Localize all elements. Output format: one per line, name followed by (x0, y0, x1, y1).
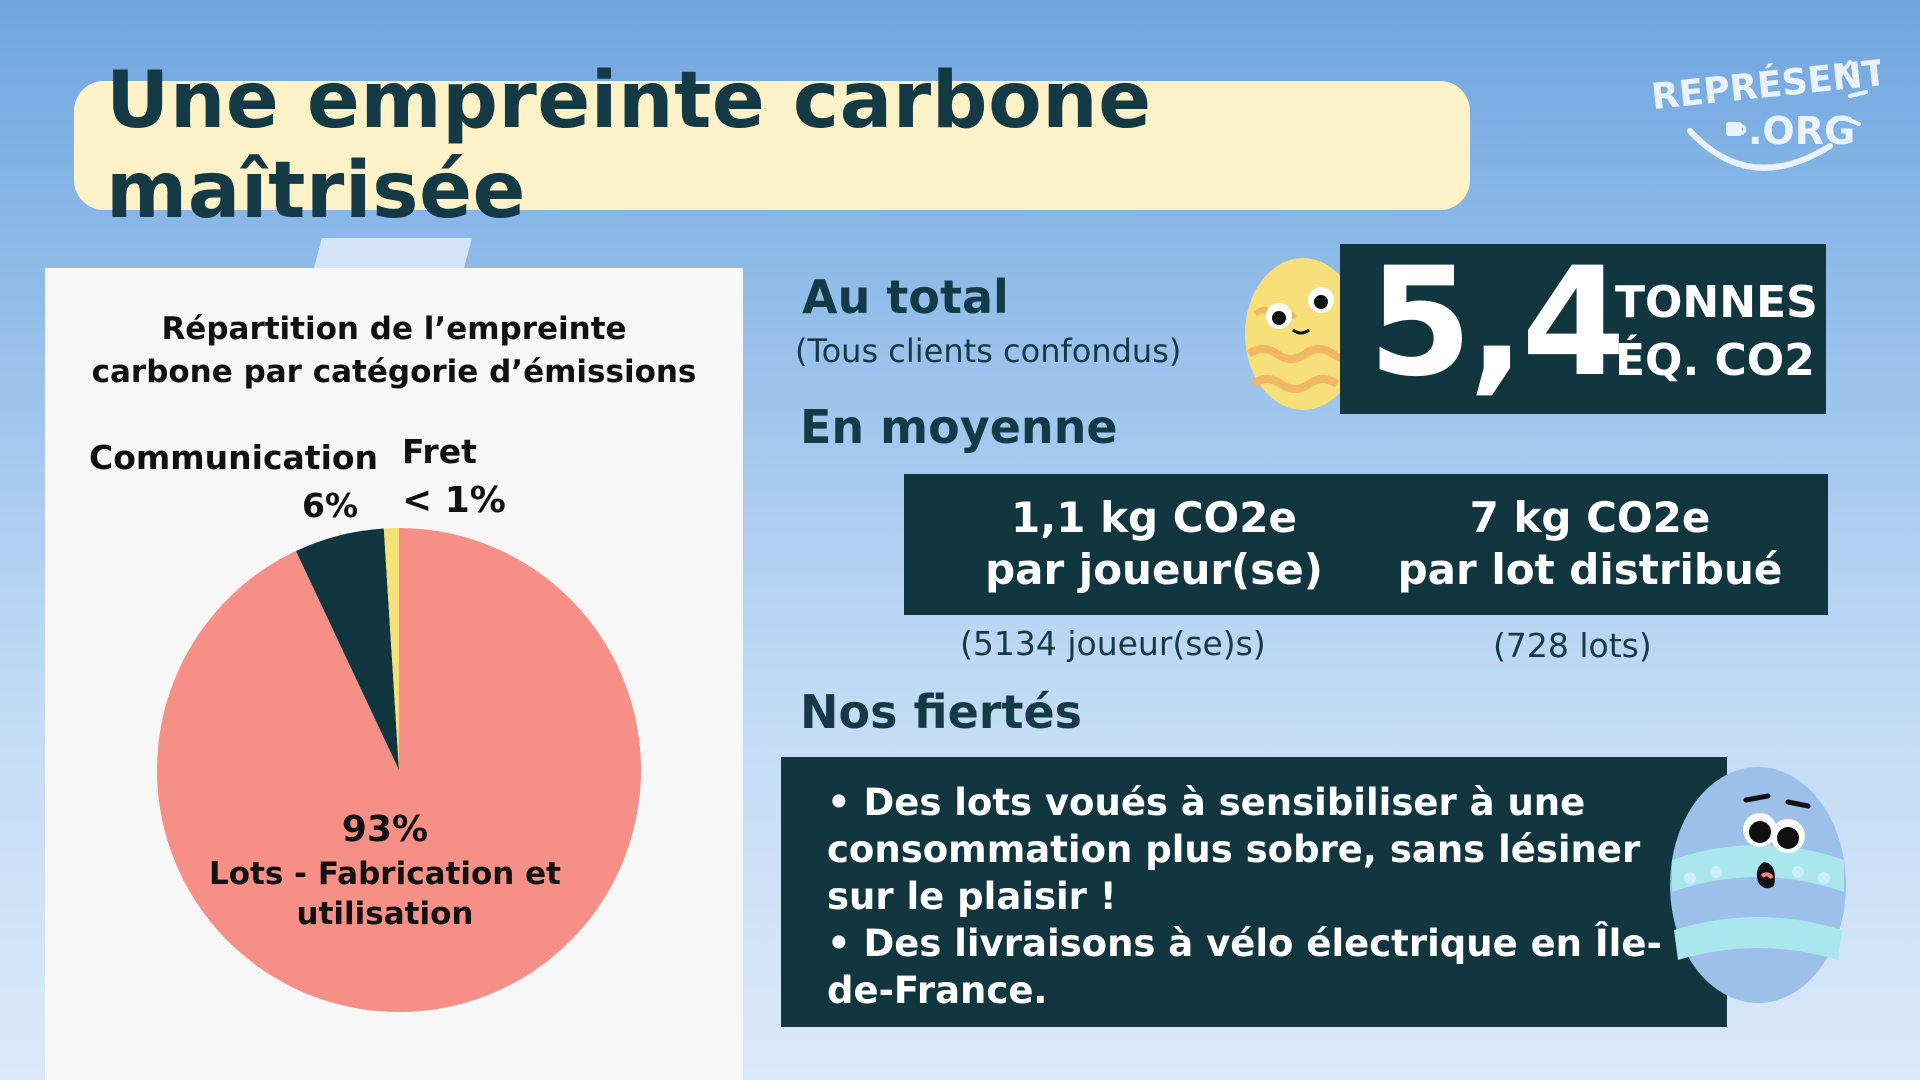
average-heading: En moyenne (800, 400, 1118, 454)
average-per-lot: 7 kg CO2e par lot distribué (1370, 492, 1810, 596)
label-communication-name: Communication (89, 438, 379, 477)
total-value: 5,4 (1368, 236, 1626, 410)
average-per-player-label: par joueur(se) (985, 545, 1323, 594)
average-per-player: 1,1 kg CO2e par joueur(se) (934, 492, 1374, 596)
total-unit-line-2: ÉQ. CO2 (1615, 335, 1815, 386)
average-per-lot-value: 7 kg CO2e (1469, 493, 1711, 542)
coffee-cup-icon (1726, 122, 1747, 136)
chart-title-line-2: carbone par catégorie d’émissions (91, 354, 697, 390)
average-per-lot-label: par lot distribué (1397, 545, 1783, 594)
chart-title-line-1: Répartition de l’empreinte (161, 311, 627, 347)
paper-tape (313, 238, 473, 268)
logo-text-bottom: .ORG (1748, 109, 1855, 153)
pie-slice-communication (295, 528, 399, 770)
label-communication-value: 6% (302, 486, 359, 525)
chart-card: Répartition de l’empreinte carbone par c… (45, 268, 743, 1080)
pride-item-1: • Des lots voués à sensibiliser à une co… (827, 781, 1641, 918)
prides-box: • Des lots voués à sensibiliser à une co… (781, 757, 1727, 1027)
pie-slice-lots (156, 528, 641, 1013)
total-subheading: (Tous clients confondus) (795, 332, 1182, 370)
pride-item-2: • Des livraisons à vélo électrique en Îl… (827, 922, 1662, 1012)
label-lots-name-line-1: Lots - Fabrication et (209, 856, 561, 892)
label-lots-name-line-2: utilisation (296, 896, 474, 932)
total-heading: Au total (802, 270, 1009, 324)
label-fret-value: < 1% (402, 480, 506, 521)
total-box: 5,4 TONNES ÉQ. CO2 (1340, 236, 1826, 414)
label-lots: 93% Lots - Fabrication et utilisation (195, 806, 575, 934)
page-title: Une empreinte carbone maîtrisée (106, 55, 1152, 236)
blue-egg-mascot-icon (1670, 767, 1846, 1003)
lots-count-note: (728 lots) (1493, 626, 1652, 665)
logo-smile (1687, 128, 1833, 171)
representes-logo: REPRÉSENTE .ORG (1649, 49, 1880, 171)
total-unit-line-1: TONNES (1615, 277, 1818, 328)
pie-chart (156, 528, 641, 1013)
prides-heading: Nos fiertés (800, 685, 1083, 739)
chart-title: Répartition de l’empreinte carbone par c… (45, 308, 743, 394)
pie-slice-fret (383, 528, 399, 770)
logo-text-top: REPRÉSENTE (1649, 49, 1880, 118)
label-fret-name: Fret (402, 432, 477, 471)
title-banner: Une empreinte carbone maîtrisée (74, 56, 1470, 236)
players-count-note: (5134 joueur(se)s) (960, 624, 1266, 663)
average-per-player-value: 1,1 kg CO2e (1011, 493, 1297, 542)
label-lots-value: 93% (341, 809, 429, 850)
average-box: 1,1 kg CO2e par joueur(se) 7 kg CO2e par… (904, 474, 1828, 615)
total-unit: TONNES ÉQ. CO2 (1615, 274, 1818, 390)
